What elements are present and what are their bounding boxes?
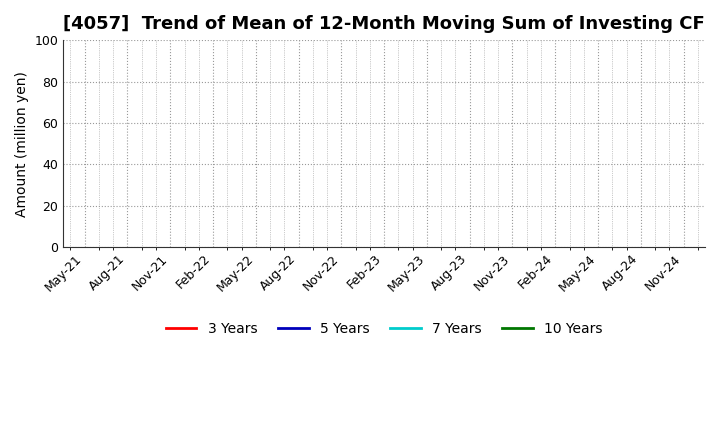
Y-axis label: Amount (million yen): Amount (million yen) xyxy=(15,71,29,216)
Legend: 3 Years, 5 Years, 7 Years, 10 Years: 3 Years, 5 Years, 7 Years, 10 Years xyxy=(161,316,608,341)
Title: [4057]  Trend of Mean of 12-Month Moving Sum of Investing CF: [4057] Trend of Mean of 12-Month Moving … xyxy=(63,15,705,33)
